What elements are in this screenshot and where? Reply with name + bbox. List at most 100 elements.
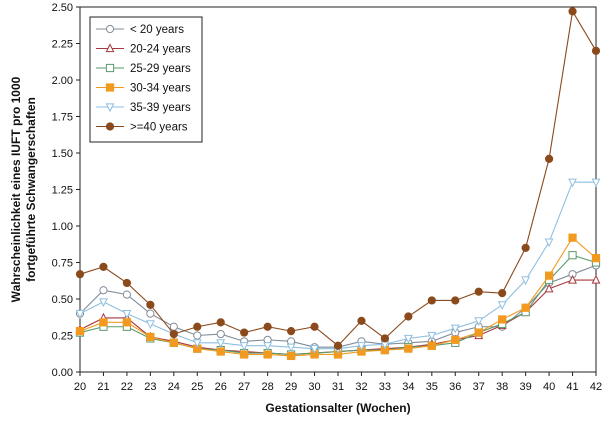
legend-marker [105, 122, 115, 131]
legend-item: 25-29 years [96, 63, 191, 75]
legend-marker [105, 103, 115, 113]
data-point [169, 338, 178, 347]
x-tick-label: 26 [215, 381, 227, 393]
y-tick-label: 1.50 [52, 148, 73, 160]
x-tick-label: 24 [168, 381, 180, 393]
data-point [568, 274, 577, 284]
data-point [192, 339, 202, 349]
legend-marker [105, 63, 115, 73]
data-point [75, 327, 85, 336]
data-point [122, 278, 132, 288]
x-tick-label: 35 [426, 381, 438, 393]
x-tick-label: 41 [566, 381, 578, 393]
legend-marker [105, 24, 115, 34]
x-tick-label: 21 [97, 381, 109, 393]
data-point [146, 309, 155, 318]
data-point [169, 329, 178, 339]
data-point [357, 342, 366, 351]
legend-item: >=40 years [96, 122, 188, 134]
data-point [427, 296, 436, 305]
data-point [193, 331, 202, 340]
data-point [498, 289, 507, 298]
data-point [240, 328, 249, 337]
data-point [75, 270, 85, 279]
legend-label: >=40 years [130, 122, 188, 134]
data-point [568, 7, 577, 16]
data-point [99, 318, 108, 327]
x-tick-label: 39 [520, 381, 532, 393]
data-point [591, 46, 601, 55]
legend-item: < 20 years [96, 24, 184, 36]
series-line [79, 264, 597, 348]
data-point [544, 154, 554, 163]
data-point [568, 178, 577, 188]
data-point [497, 301, 507, 311]
series-6 [75, 7, 601, 350]
data-point [568, 251, 577, 260]
data-point [427, 341, 436, 350]
legend: < 20 years 20-24 years 25-29 years 30-34 ye… [89, 16, 203, 143]
legend-label: 30-34 years [130, 83, 191, 95]
x-tick-label: 30 [308, 381, 320, 393]
data-point [544, 283, 554, 293]
legend-box [89, 16, 203, 143]
data-point [146, 300, 155, 309]
legend-item: 30-34 years [96, 83, 191, 95]
data-point [146, 332, 155, 342]
x-tick-label: 34 [402, 381, 414, 393]
data-point [451, 296, 460, 305]
data-point [474, 317, 484, 327]
x-tick-label: 33 [379, 381, 391, 393]
data-point [450, 324, 460, 334]
x-tick-label: 22 [121, 381, 133, 393]
data-point [591, 274, 601, 284]
series-line [79, 254, 597, 356]
data-point [310, 345, 319, 354]
series-5 [75, 178, 601, 354]
legend-marker [105, 83, 115, 92]
data-point [404, 344, 413, 353]
data-point [99, 262, 108, 271]
x-axis-title: Gestationsalter (Wochen) [265, 401, 410, 415]
data-point [310, 322, 319, 331]
y-tick-label: 0.25 [52, 331, 73, 343]
series-layer [75, 7, 601, 361]
x-tick-label: 37 [473, 381, 485, 393]
x-tick-label: 38 [496, 381, 508, 393]
data-point [99, 298, 108, 308]
data-point [521, 243, 530, 252]
data-point [544, 271, 554, 280]
data-point [544, 238, 554, 248]
data-point [286, 351, 296, 361]
data-point [286, 343, 296, 353]
y-tick-label: 2.00 [52, 75, 73, 87]
data-point [498, 315, 507, 324]
data-point [591, 254, 601, 263]
data-point [521, 276, 531, 286]
data-point [404, 312, 413, 321]
y-axis-title-line2: fortgeführte Schwangerschaften [24, 97, 38, 282]
x-tick-label: 32 [355, 381, 367, 393]
data-point [216, 339, 226, 349]
legend-label: < 20 years [130, 24, 184, 36]
axes: 0.00 0.25 0.50 0.75 1.00 1.25 1.50 1.75 2.00 2.25… [52, 2, 603, 393]
x-tick-label: 29 [285, 381, 297, 393]
data-point [380, 334, 390, 343]
legend-item: 35-39 years [96, 102, 191, 114]
x-tick-label: 36 [449, 381, 461, 393]
data-point [263, 350, 272, 359]
series-line [79, 181, 596, 350]
data-point [263, 342, 273, 351]
data-point [286, 327, 296, 336]
data-point [145, 320, 155, 330]
y-tick-label: 1.25 [52, 185, 73, 197]
series-line [79, 236, 597, 357]
y-axis-title-line1: Wahrscheinlichkeit eines IUFT pro 1000 [9, 76, 23, 302]
data-point [216, 329, 225, 339]
y-tick-label: 0.00 [52, 367, 73, 379]
data-point [474, 328, 483, 337]
legend-item: 20-24 years [96, 43, 191, 56]
data-point [240, 350, 249, 359]
y-tick-label: 1.00 [52, 221, 73, 233]
